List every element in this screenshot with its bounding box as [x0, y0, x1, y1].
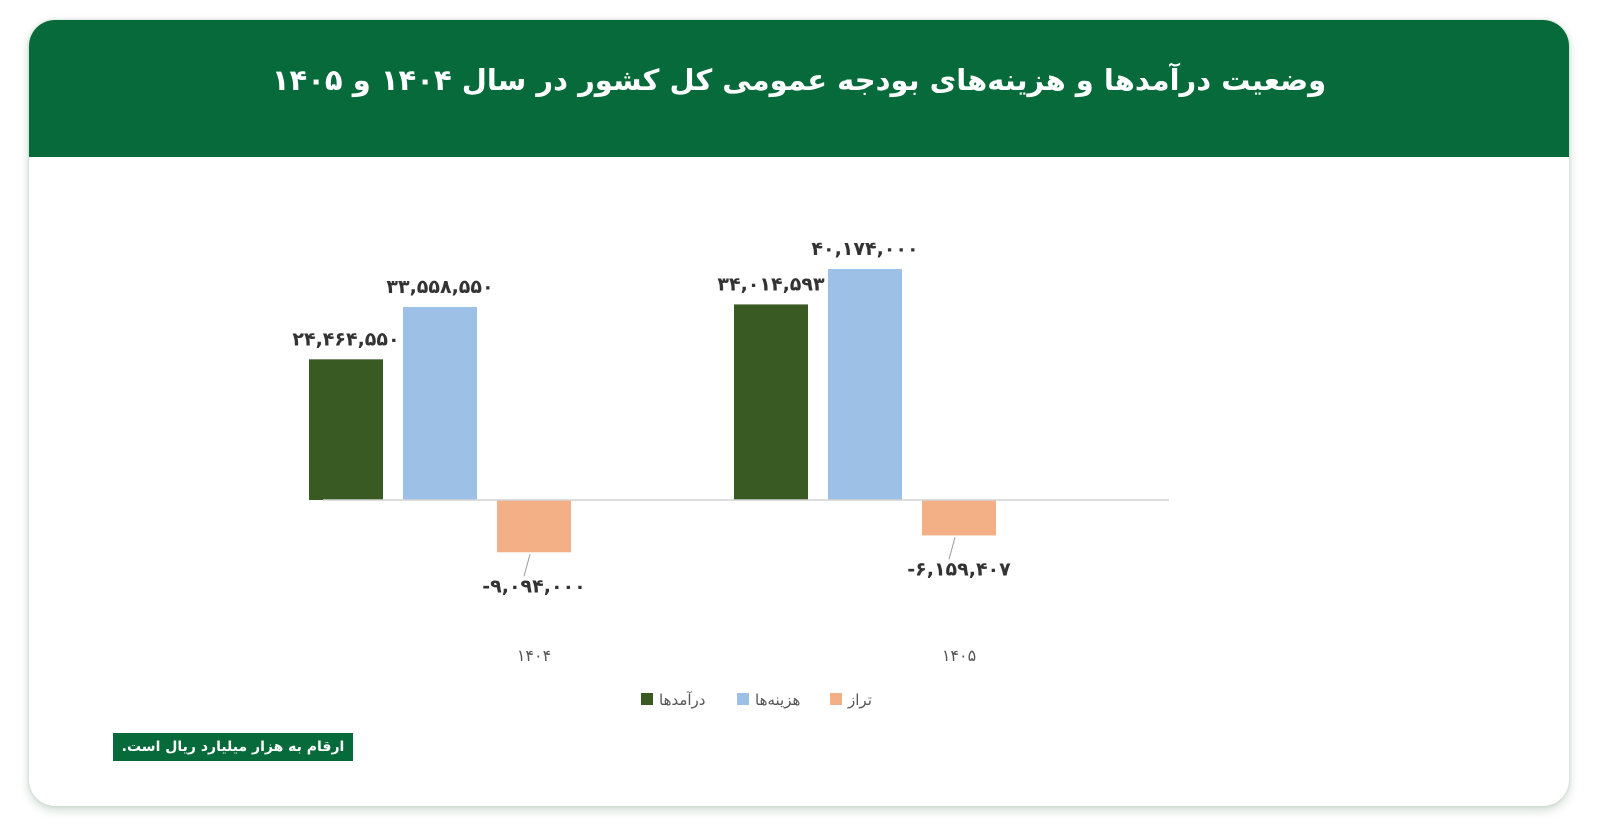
bar-1-1: [309, 359, 383, 500]
legend-swatch-1: [641, 693, 653, 705]
legend-label-2: هزینه‌ها: [755, 691, 801, 709]
card-header: وضعیت درآمدها و هزینه‌های بودجه عمومی کل…: [29, 20, 1569, 157]
leader-line-3-1: [523, 554, 531, 577]
bar-2-2: [828, 269, 902, 500]
bar-3-1: [497, 500, 571, 553]
data-label-3-1: -۹,۰۹۴,۰۰۰: [482, 575, 586, 597]
leader-line-3-2: [948, 537, 956, 560]
chart-card: وضعیت درآمدها و هزینه‌های بودجه عمومی کل…: [29, 20, 1569, 806]
legend-swatch-2: [737, 693, 749, 705]
category-label-1: ۱۴۰۴: [517, 646, 551, 665]
footnote-badge: ارقام به هزار میلیارد ریال است.: [113, 733, 353, 761]
chart-svg: ۲۴,۴۶۴,۵۵۰ ۳۴,۰۱۴,۵۹۳ ۳۳,۵۵۸,۵۵۰ ۴۰,۱۷۴,۰۰۰…: [292, 238, 1169, 709]
data-label-2-2: ۴۰,۱۷۴,۰۰۰: [811, 238, 918, 260]
bar-3-2: [922, 500, 996, 536]
chart-title: وضعیت درآمدها و هزینه‌های بودجه عمومی کل…: [271, 62, 1327, 97]
legend-swatch-3: [830, 693, 842, 705]
data-label-2-1: ۳۳,۵۵۸,۵۵۰: [386, 276, 493, 298]
data-label-1-1: ۲۴,۴۶۴,۵۵۰: [292, 328, 399, 350]
bar-2-1: [403, 307, 477, 500]
bar-1-2: [734, 304, 808, 500]
legend-label-3: تراز: [847, 691, 872, 709]
data-label-3-2: -۶,۱۵۹,۴۰۷: [907, 558, 1011, 580]
category-label-2: ۱۴۰۵: [942, 646, 976, 665]
legend-label-1: درآمدها: [659, 691, 705, 709]
data-label-1-2: ۳۴,۰۱۴,۵۹۳: [717, 273, 825, 295]
